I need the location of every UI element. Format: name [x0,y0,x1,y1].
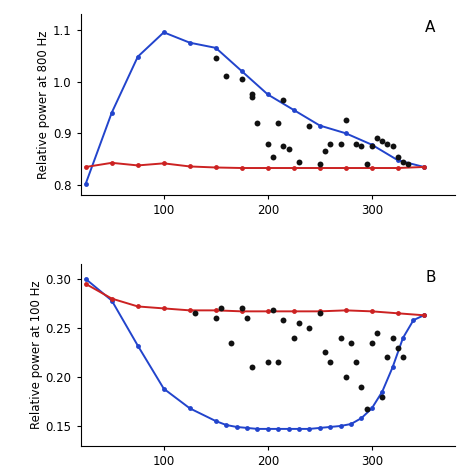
Text: A: A [425,19,436,35]
Point [212,55,219,62]
Point [383,354,391,361]
Point [295,158,303,165]
Point [238,305,246,312]
Point [383,140,391,147]
Point [368,143,375,150]
Point [357,383,365,391]
Point [399,354,407,361]
Point [357,143,365,150]
Point [280,316,287,324]
Point [342,117,350,124]
Point [228,339,235,346]
Point [327,140,334,147]
Point [290,334,298,342]
Point [373,329,381,337]
Point [243,314,251,322]
Point [363,161,370,168]
Point [327,358,334,366]
Point [337,140,345,147]
Point [353,140,360,147]
Point [378,137,386,145]
Point [306,122,313,129]
Point [306,324,313,332]
Point [264,140,272,147]
Point [368,339,375,346]
Point [280,96,287,103]
Point [280,143,287,150]
Point [378,393,386,401]
Point [264,358,272,366]
Point [321,349,329,356]
Point [394,344,401,351]
Point [353,358,360,366]
Point [191,310,199,317]
Point [254,119,261,127]
Point [337,334,345,342]
Point [321,147,329,155]
Point [394,153,401,160]
Point [316,161,324,168]
Point [285,145,292,153]
Point [248,364,256,371]
Point [269,307,277,314]
Y-axis label: Relative power at 100 Hz: Relative power at 100 Hz [30,281,43,429]
Point [389,143,396,150]
Point [217,305,225,312]
Point [274,119,282,127]
Point [212,314,219,322]
Y-axis label: Relative power at 800 Hz: Relative power at 800 Hz [37,31,50,179]
Point [248,91,256,98]
Point [389,334,396,342]
Point [342,373,350,381]
Point [274,358,282,366]
Point [222,73,230,80]
Point [316,310,324,317]
Point [347,339,355,346]
Point [363,406,370,413]
Point [248,93,256,101]
Point [269,153,277,160]
Point [373,135,381,142]
Point [295,319,303,327]
Point [404,161,412,168]
Text: B: B [425,270,436,285]
Point [399,158,407,165]
Point [238,75,246,83]
